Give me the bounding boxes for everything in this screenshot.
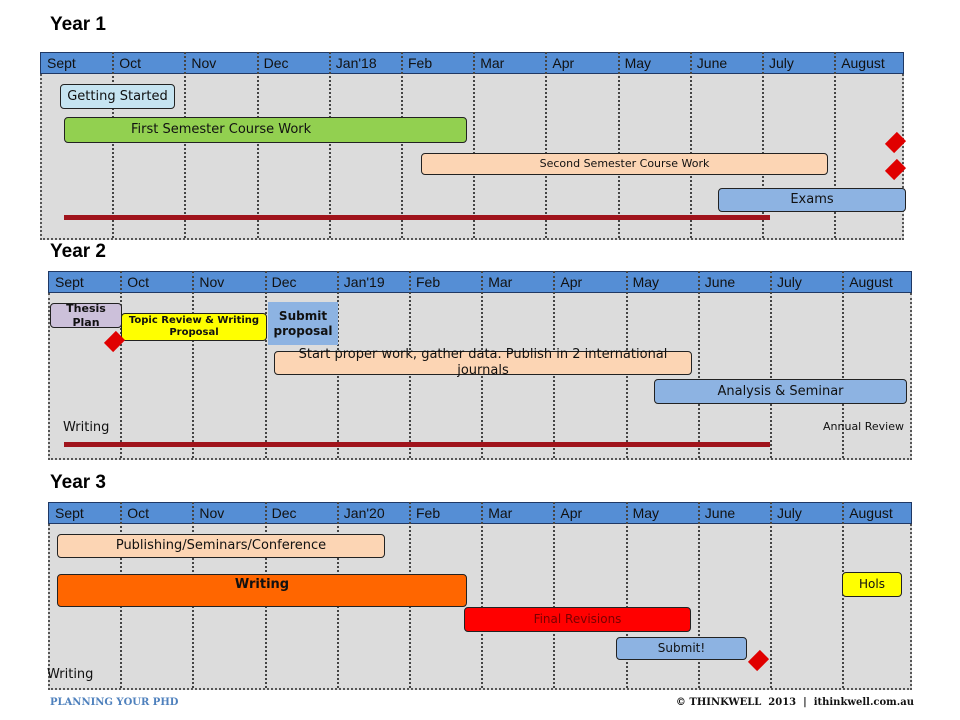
month-label: Dec bbox=[271, 505, 297, 521]
footer-copyright: © THINKWELL 2013 | ithinkwell.com.au bbox=[675, 697, 914, 708]
month-label: July bbox=[777, 274, 802, 290]
month-label: June bbox=[704, 505, 736, 521]
year-title: Year 2 bbox=[50, 241, 106, 262]
year-title: Year 3 bbox=[50, 472, 106, 493]
task-bar: Getting Started bbox=[60, 84, 175, 109]
month-label: Jan'18 bbox=[335, 55, 377, 71]
month-label: Sept bbox=[55, 274, 84, 290]
month-label: Mar bbox=[488, 505, 513, 521]
month-header: Sept Oct Nov Dec Jan'19 Feb Mar Apr May June July A… bbox=[48, 271, 912, 293]
month-divider bbox=[328, 52, 331, 238]
month-label: May bbox=[632, 274, 660, 290]
month-divider bbox=[697, 502, 700, 688]
month-divider bbox=[473, 52, 476, 238]
task-bar: Hols bbox=[842, 572, 902, 597]
month-divider bbox=[481, 502, 484, 688]
month-label: August bbox=[849, 505, 893, 521]
month-divider bbox=[184, 52, 187, 238]
task-bar: Exams bbox=[718, 188, 906, 212]
month-label: May bbox=[632, 505, 660, 521]
month-divider bbox=[264, 271, 267, 458]
month-label: Oct bbox=[127, 274, 149, 290]
month-label: Oct bbox=[119, 55, 141, 71]
month-divider bbox=[545, 52, 548, 238]
month-divider bbox=[617, 52, 620, 238]
month-label: Nov bbox=[199, 505, 225, 521]
task-bar: Analysis & Seminar bbox=[654, 379, 907, 404]
timeline-note: Writing bbox=[63, 420, 110, 435]
task-bar: Topic Review & Writing Proposal bbox=[121, 313, 267, 341]
month-divider bbox=[192, 271, 195, 458]
month-divider bbox=[120, 271, 123, 458]
month-label: Mar bbox=[488, 274, 513, 290]
month-label: Sept bbox=[47, 55, 76, 71]
month-label: Jan'20 bbox=[343, 505, 385, 521]
month-divider bbox=[553, 502, 556, 688]
timeline-note: Writing bbox=[47, 667, 94, 682]
task-bar: Second Semester Course Work bbox=[421, 153, 828, 175]
task-bar: Writing bbox=[57, 574, 467, 607]
month-divider bbox=[625, 502, 628, 688]
task-bar: Start proper work, gather data. Publish … bbox=[274, 347, 692, 378]
month-label: Nov bbox=[191, 55, 217, 71]
month-label: August bbox=[849, 274, 893, 290]
month-label: Feb bbox=[408, 55, 433, 71]
footer-title: PLANNING YOUR PHD bbox=[50, 697, 179, 708]
month-label: Sept bbox=[55, 505, 84, 521]
task-bar: Submit! bbox=[616, 637, 747, 660]
month-header: Sept Oct Nov Dec Jan'20 Feb Mar Apr May June July A… bbox=[48, 502, 912, 524]
month-divider bbox=[256, 52, 259, 238]
month-label: Feb bbox=[416, 505, 441, 521]
month-label: Dec bbox=[271, 274, 297, 290]
month-label: Oct bbox=[127, 505, 149, 521]
month-divider bbox=[689, 52, 692, 238]
month-divider bbox=[770, 502, 772, 688]
task-bar: Publishing/Seminars/Conference bbox=[57, 534, 385, 558]
task-bar: First Semester Course Work bbox=[64, 117, 467, 143]
task-bar: Thesis Plan bbox=[50, 302, 122, 329]
task-bar: Final Revisions bbox=[464, 607, 691, 632]
month-divider bbox=[697, 271, 700, 458]
month-label: May bbox=[624, 55, 652, 71]
month-divider bbox=[762, 52, 764, 238]
month-divider bbox=[770, 271, 772, 458]
year-title: Year 1 bbox=[50, 14, 106, 35]
month-label: June bbox=[696, 55, 728, 71]
month-divider bbox=[842, 271, 845, 458]
month-label: Apr bbox=[560, 274, 583, 290]
month-divider bbox=[401, 52, 403, 238]
month-label: Dec bbox=[263, 55, 289, 71]
writing-line bbox=[64, 215, 770, 220]
month-label: Jan'19 bbox=[343, 274, 385, 290]
month-divider bbox=[112, 52, 115, 238]
month-divider bbox=[834, 52, 837, 238]
month-label: Apr bbox=[552, 55, 575, 71]
month-label: Apr bbox=[560, 505, 583, 521]
task-bar: Submit proposal bbox=[268, 302, 338, 345]
month-label: Nov bbox=[199, 274, 225, 290]
month-header: Sept Oct Nov Dec Jan'18 Feb Mar Apr May June July A… bbox=[40, 52, 904, 74]
timeline-note: Annual Review bbox=[823, 420, 904, 433]
month-label: June bbox=[704, 274, 736, 290]
month-label: Feb bbox=[416, 274, 441, 290]
month-label: July bbox=[777, 505, 802, 521]
month-label: Mar bbox=[480, 55, 505, 71]
writing-line bbox=[64, 442, 770, 447]
month-label: August bbox=[841, 55, 885, 71]
month-label: July bbox=[769, 55, 794, 71]
